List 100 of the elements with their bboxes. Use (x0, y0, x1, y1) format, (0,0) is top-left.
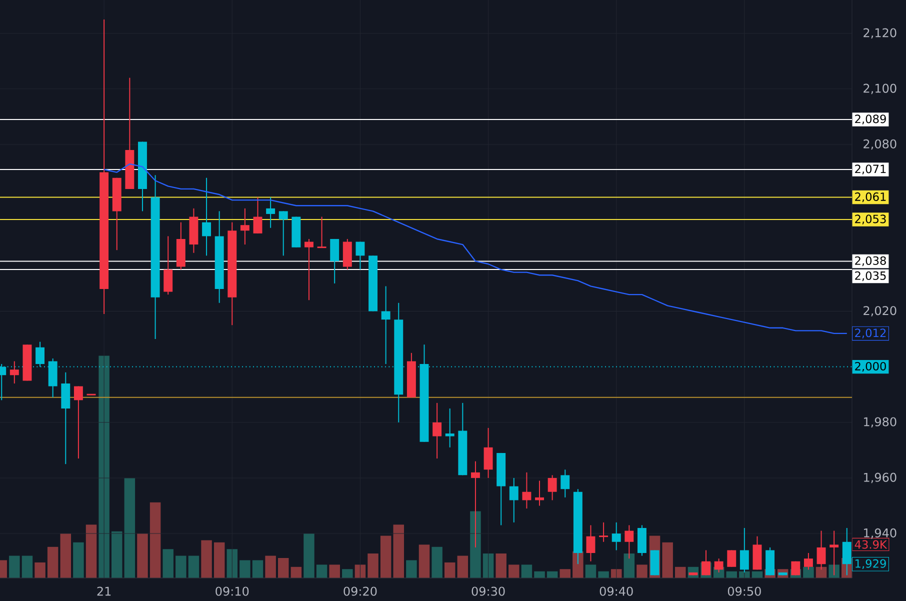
bar (22, 556, 33, 578)
bar (406, 560, 417, 578)
data-label: 2,012 (855, 328, 886, 338)
bar (214, 542, 225, 578)
candlestick (522, 472, 532, 510)
candlestick (381, 286, 390, 365)
ref-line-label: 2,061 (855, 192, 886, 202)
candlestick (266, 196, 276, 228)
x-tick-label: 09:30 (472, 586, 505, 596)
candlestick (240, 208, 250, 246)
bar (393, 524, 404, 578)
ref-line-label: 2,000 (855, 362, 886, 372)
bar (162, 549, 174, 578)
bar (73, 542, 84, 578)
bar (137, 534, 148, 578)
bar (188, 556, 200, 578)
candlestick (791, 560, 800, 576)
candlestick (598, 522, 609, 542)
candlestick (830, 530, 839, 576)
bar (176, 556, 186, 578)
candlestick (509, 477, 518, 523)
bar (290, 566, 302, 578)
bar (598, 571, 609, 578)
bar (304, 534, 314, 578)
y-tick-label: 1,940 (864, 528, 896, 539)
candlestick (432, 402, 442, 460)
bar (240, 560, 250, 578)
bar (521, 564, 532, 578)
bar (675, 566, 686, 578)
bar (316, 564, 328, 578)
x-tick-label: 09:40 (600, 586, 633, 596)
bar (342, 569, 353, 578)
candlestick (548, 474, 557, 501)
bar (662, 542, 673, 578)
candlestick (612, 522, 621, 551)
y-tick-label: 2,020 (864, 306, 896, 316)
x-tick-label: 21 (97, 586, 111, 596)
bar (354, 564, 366, 578)
bar (624, 554, 635, 578)
candlestick (316, 216, 328, 248)
candlestick (560, 469, 570, 498)
bar (368, 554, 378, 578)
candlestick (586, 524, 596, 562)
candlestick (10, 360, 19, 384)
bar (418, 544, 430, 578)
bar (534, 571, 545, 578)
bar (9, 556, 20, 578)
candlestick (330, 238, 340, 284)
bar (828, 564, 840, 578)
bar (444, 562, 456, 578)
bar (329, 564, 340, 578)
bar (278, 558, 289, 578)
bar (47, 546, 58, 578)
candlestick (253, 196, 262, 234)
candlestick (727, 550, 736, 568)
bar (252, 560, 264, 578)
ref-line-label: 2,089 (855, 114, 886, 124)
candlestick (304, 238, 314, 301)
y-tick-label: 2,120 (864, 28, 896, 38)
bar (60, 534, 72, 578)
y-tick-label: 2,100 (864, 84, 896, 94)
candlestick (202, 177, 212, 256)
text: 43.9K (854, 540, 888, 549)
ref-line-label: 2,038 (855, 256, 886, 266)
bar (496, 554, 506, 578)
bar (470, 511, 481, 578)
bar (111, 531, 122, 578)
bar (482, 554, 494, 578)
candlestick (702, 550, 710, 576)
bar (457, 556, 468, 578)
candlestick (484, 427, 493, 478)
bar (508, 564, 520, 578)
text: 1,929 (856, 559, 886, 569)
ref-line-label: 2,053 (855, 214, 886, 224)
candlestick (356, 241, 365, 270)
y-tick-label: 1,960 (864, 472, 896, 484)
bar (201, 540, 212, 578)
bar (265, 556, 276, 578)
bar (380, 536, 392, 578)
x-tick-label: 09:10 (216, 586, 249, 596)
bar (816, 566, 827, 578)
candlestick (278, 210, 288, 256)
ref-line-label: 2,035 (855, 271, 886, 282)
bar (726, 571, 737, 578)
candlestick (535, 480, 544, 506)
ref-line-label: 2,071 (855, 164, 886, 174)
bar (34, 562, 46, 578)
candlestick (445, 408, 454, 448)
x-tick-label: 09:20 (344, 586, 377, 596)
y-tick-label: 1,980 (864, 417, 896, 428)
candlestick (74, 386, 83, 460)
bar (150, 502, 161, 578)
bar (432, 546, 442, 578)
bar (560, 569, 571, 578)
bar (636, 564, 648, 578)
bar (226, 549, 238, 578)
bar (86, 524, 97, 578)
y-tick-label: 2,080 (864, 139, 896, 150)
bar (585, 564, 596, 578)
x-tick-label: 09:50 (728, 586, 761, 596)
